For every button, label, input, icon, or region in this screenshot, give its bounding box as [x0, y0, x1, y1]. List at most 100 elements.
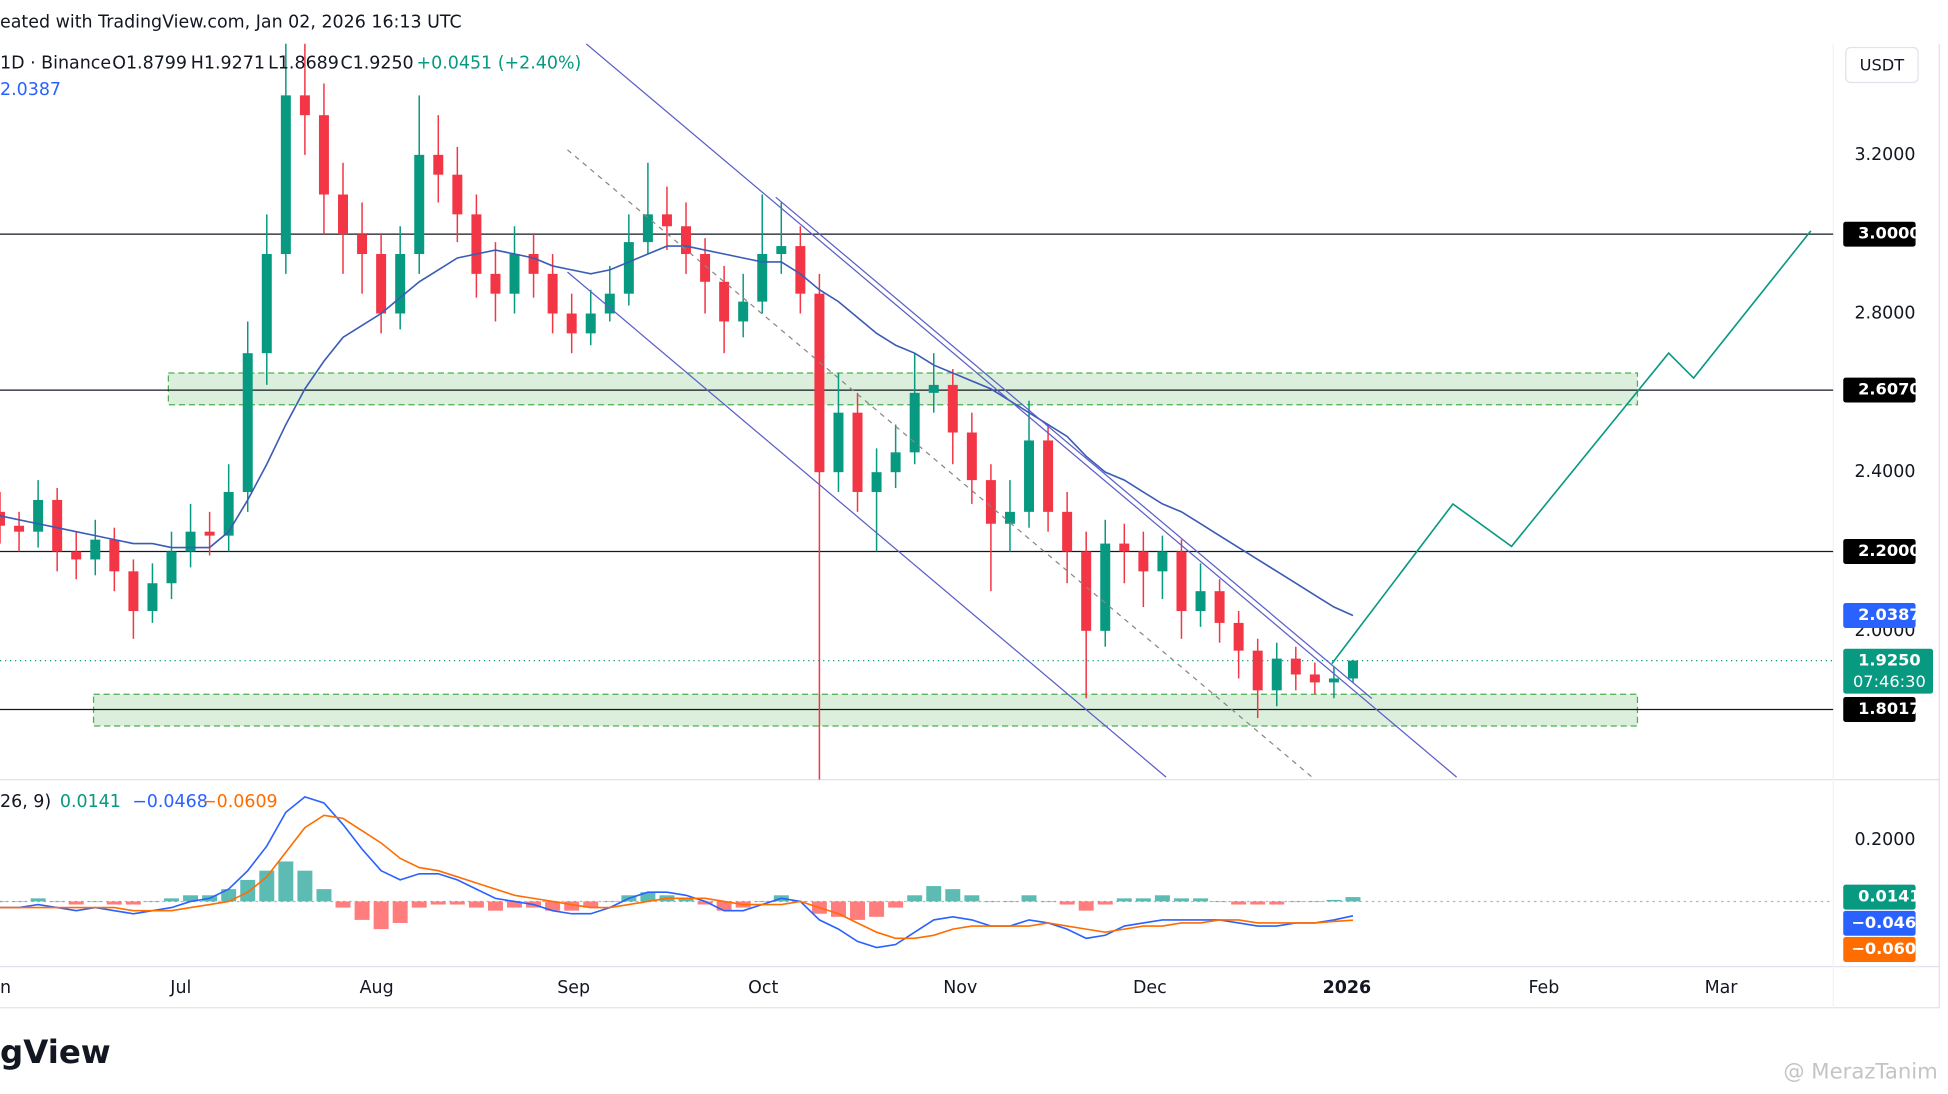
- x-tick-label: Nov: [943, 978, 977, 998]
- histogram-bar: [468, 901, 484, 908]
- candle-body: [566, 313, 577, 334]
- candle-body: [128, 571, 139, 612]
- y-tick-label: 3.2000: [1854, 145, 1915, 165]
- histogram-bar: [907, 895, 923, 902]
- histogram-bar: [926, 886, 942, 902]
- currency[interactable]: USDT: [1860, 56, 1905, 75]
- brand: gView: [0, 1033, 111, 1071]
- candle-body: [985, 480, 996, 524]
- macd-last-label-box: [1843, 884, 1916, 910]
- candle-body: [776, 246, 787, 255]
- histogram-bar: [1288, 901, 1304, 903]
- candle-body: [966, 432, 977, 481]
- histogram-bar: [1040, 901, 1056, 903]
- candle-body: [585, 313, 596, 334]
- histogram-bar: [373, 901, 389, 930]
- candle-body: [909, 392, 920, 453]
- moving-average: [0, 245, 1354, 617]
- candle-body: [1176, 551, 1187, 612]
- candle-body: [414, 154, 425, 255]
- zone: [167, 372, 1639, 406]
- candle-body: [1100, 543, 1111, 631]
- histogram-bar: [221, 889, 237, 902]
- candle-body: [928, 384, 939, 393]
- histogram-bar: [850, 901, 866, 920]
- created-caption: eated with TradingView.com, Jan 02, 2026…: [0, 13, 462, 33]
- histogram-bar: [869, 901, 885, 917]
- panes: [0, 43, 1940, 1009]
- candle-body: [433, 154, 444, 175]
- histogram-bar: [49, 901, 65, 903]
- histogram-bar: [487, 901, 503, 911]
- legend-open: O1.8799: [112, 54, 187, 74]
- candle-body: [1290, 658, 1301, 675]
- histogram-bar: [430, 901, 446, 905]
- candle-body: [681, 226, 692, 255]
- histogram-bar: [278, 861, 294, 902]
- histogram-bar: [87, 901, 103, 903]
- candle-body: [280, 95, 291, 255]
- candle-body: [1347, 660, 1358, 679]
- histogram-bar: [11, 901, 27, 903]
- candle-body: [71, 551, 82, 560]
- macd-legend: 26, 9): [0, 792, 51, 812]
- candle-body: [90, 539, 101, 560]
- histogram-bar: [0, 901, 8, 903]
- histogram-bar: [1345, 897, 1361, 902]
- macd-legend-signal: −0.0609: [202, 792, 278, 812]
- legend-change: +0.0451 (+2.40%): [417, 54, 582, 74]
- candle-body: [623, 242, 634, 294]
- candle-body: [299, 95, 310, 116]
- histogram-bar: [964, 895, 980, 902]
- histogram-bar: [1307, 901, 1323, 903]
- candle-body: [1328, 678, 1339, 683]
- histogram-bar: [1231, 901, 1247, 905]
- histogram-bar: [716, 901, 732, 911]
- currency-button[interactable]: [1845, 46, 1919, 84]
- channel-midline: [567, 149, 1313, 778]
- level-label: 3.0000: [1858, 224, 1921, 243]
- ma-label-box: [1843, 603, 1916, 628]
- candle-body: [1233, 622, 1244, 651]
- histogram-bar: [1097, 901, 1113, 905]
- x-tick-label: Dec: [1133, 978, 1167, 998]
- candle-body: [318, 115, 329, 195]
- y-tick-label: 2.8000: [1854, 304, 1915, 324]
- candle-body: [14, 525, 25, 532]
- x-tick-label: 2026: [1323, 978, 1372, 998]
- candle-body: [528, 254, 539, 274]
- candle-body: [757, 254, 768, 302]
- candle-body: [33, 499, 44, 532]
- x-tick-label: n: [0, 978, 11, 998]
- price-pane: [0, 43, 1834, 780]
- macd-line: [0, 795, 1354, 949]
- histogram-bar: [1269, 901, 1285, 905]
- candle-body: [871, 472, 882, 493]
- histogram-bar: [1135, 898, 1151, 902]
- candle-body: [166, 551, 177, 584]
- histogram-bar: [68, 901, 84, 905]
- candle-body: [490, 273, 501, 294]
- histogram-bar: [640, 892, 656, 902]
- histogram-bar: [1193, 898, 1209, 902]
- candle-body: [1138, 551, 1149, 572]
- histogram-bar: [259, 870, 275, 902]
- macd-last-label: −0.0468: [1851, 913, 1927, 932]
- signal-line: [0, 814, 1354, 940]
- candle-body: [700, 254, 711, 282]
- histogram-bar: [392, 901, 408, 923]
- candle-body: [242, 353, 253, 493]
- macd-last-label: 0.0141: [1858, 887, 1921, 906]
- histogram-bar: [1059, 901, 1075, 905]
- zone: [92, 693, 1639, 727]
- channel-line: [567, 271, 1167, 778]
- y-tick-label: 0.2000: [1854, 830, 1915, 850]
- candle-body: [795, 246, 806, 294]
- macd-legend-macd: −0.0468: [132, 792, 208, 812]
- level-label-box: [1843, 377, 1916, 403]
- histogram-bar: [564, 901, 580, 911]
- macd-last-label-box: [1843, 910, 1916, 936]
- histogram-bar: [164, 898, 179, 902]
- candle-body: [52, 499, 63, 552]
